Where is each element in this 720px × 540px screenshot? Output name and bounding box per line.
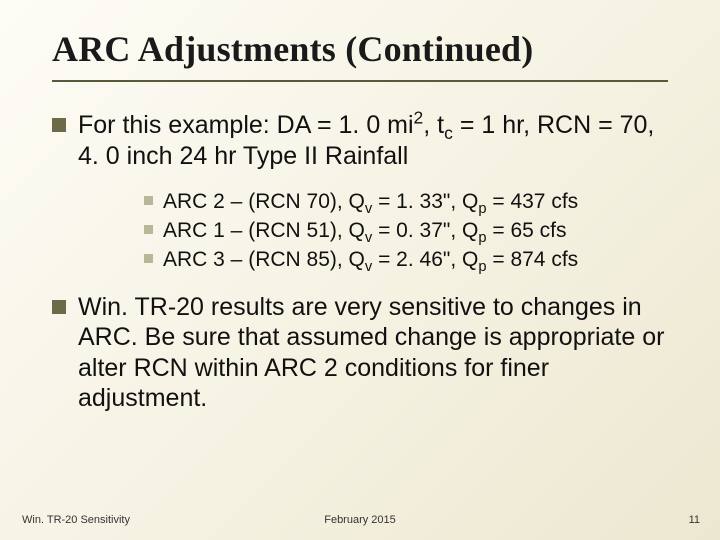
bullet-2: Win. TR-20 results are very sensitive to… xyxy=(52,292,668,414)
text-fragment: = 2. 46", Q xyxy=(372,248,478,271)
sub-bullet-3-text: ARC 3 – (RCN 85), Qv = 2. 46", Qp = 874 … xyxy=(163,247,578,274)
text-fragment: = 874 cfs xyxy=(487,248,579,271)
square-bullet-icon xyxy=(144,254,153,263)
subscript: p xyxy=(478,259,486,275)
footer-left: Win. TR-20 Sensitivity xyxy=(22,514,130,526)
square-bullet-icon xyxy=(144,196,153,205)
bullet-2-text: Win. TR-20 results are very sensitive to… xyxy=(78,292,668,414)
text-fragment: = 0. 37", Q xyxy=(372,219,478,242)
footer-right: 11 xyxy=(689,514,700,526)
sub-bullet-group: ARC 2 – (RCN 70), Qv = 1. 33", Qp = 437 … xyxy=(144,189,668,274)
sub-bullet-1: ARC 2 – (RCN 70), Qv = 1. 33", Qp = 437 … xyxy=(144,189,668,216)
text-fragment: = 437 cfs xyxy=(487,190,579,213)
text-fragment: ARC 3 – (RCN 85), Q xyxy=(163,248,365,271)
subscript: p xyxy=(478,230,486,246)
square-bullet-icon xyxy=(52,118,66,132)
footer-center: February 2015 xyxy=(324,514,396,526)
square-bullet-icon xyxy=(144,225,153,234)
text-fragment: = 65 cfs xyxy=(487,219,567,242)
bullet-1: For this example: DA = 1. 0 mi2, tc = 1 … xyxy=(52,110,668,171)
text-fragment: For this example: DA = 1. 0 mi xyxy=(78,111,414,139)
text-fragment: , t xyxy=(423,111,444,139)
slide: ARC Adjustments (Continued) For this exa… xyxy=(0,0,720,540)
bullet-1-text: For this example: DA = 1. 0 mi2, tc = 1 … xyxy=(78,110,668,171)
text-fragment: ARC 1 – (RCN 51), Q xyxy=(163,219,365,242)
subscript: c xyxy=(444,123,453,143)
footer: Win. TR-20 Sensitivity February 2015 11 xyxy=(0,514,720,526)
slide-title: ARC Adjustments (Continued) xyxy=(52,28,668,82)
text-fragment: = 1. 33", Q xyxy=(372,190,478,213)
superscript: 2 xyxy=(414,108,424,128)
subscript: p xyxy=(478,201,486,217)
square-bullet-icon xyxy=(52,300,66,314)
sub-bullet-1-text: ARC 2 – (RCN 70), Qv = 1. 33", Qp = 437 … xyxy=(163,189,578,216)
sub-bullet-3: ARC 3 – (RCN 85), Qv = 2. 46", Qp = 874 … xyxy=(144,247,668,274)
sub-bullet-2: ARC 1 – (RCN 51), Qv = 0. 37", Qp = 65 c… xyxy=(144,218,668,245)
text-fragment: ARC 2 – (RCN 70), Q xyxy=(163,190,365,213)
sub-bullet-2-text: ARC 1 – (RCN 51), Qv = 0. 37", Qp = 65 c… xyxy=(163,218,566,245)
